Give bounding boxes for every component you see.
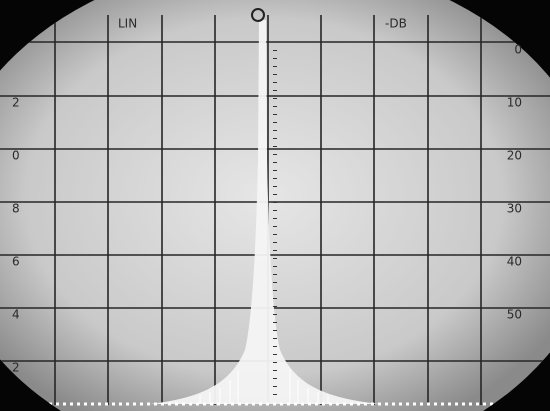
- left-scale-label: 0: [12, 149, 20, 163]
- right-scale-label: 50: [507, 308, 522, 322]
- mode-label: LIN: [118, 17, 137, 31]
- marker: [251, 8, 265, 22]
- right-scale-label: 40: [507, 255, 522, 269]
- left-scale-label: 4: [12, 308, 20, 322]
- right-scale-label: 20: [507, 149, 522, 163]
- left-scale: 2 0 8 6 4 2: [12, 96, 20, 375]
- left-scale-label: 6: [12, 255, 20, 269]
- left-scale-label: 8: [12, 202, 20, 216]
- unit-label: -DB: [385, 17, 407, 31]
- spectrum-trace: [150, 20, 380, 404]
- right-scale-label: 0: [514, 43, 522, 57]
- right-scale: 0 10 20 30 40 50: [507, 43, 522, 322]
- right-scale-label: 10: [507, 96, 522, 110]
- left-scale-label: 2: [12, 96, 20, 110]
- right-scale-label: 30: [507, 202, 522, 216]
- left-scale-label: 2: [12, 361, 20, 375]
- sidebands: [199, 370, 329, 404]
- graticule: [0, 15, 550, 405]
